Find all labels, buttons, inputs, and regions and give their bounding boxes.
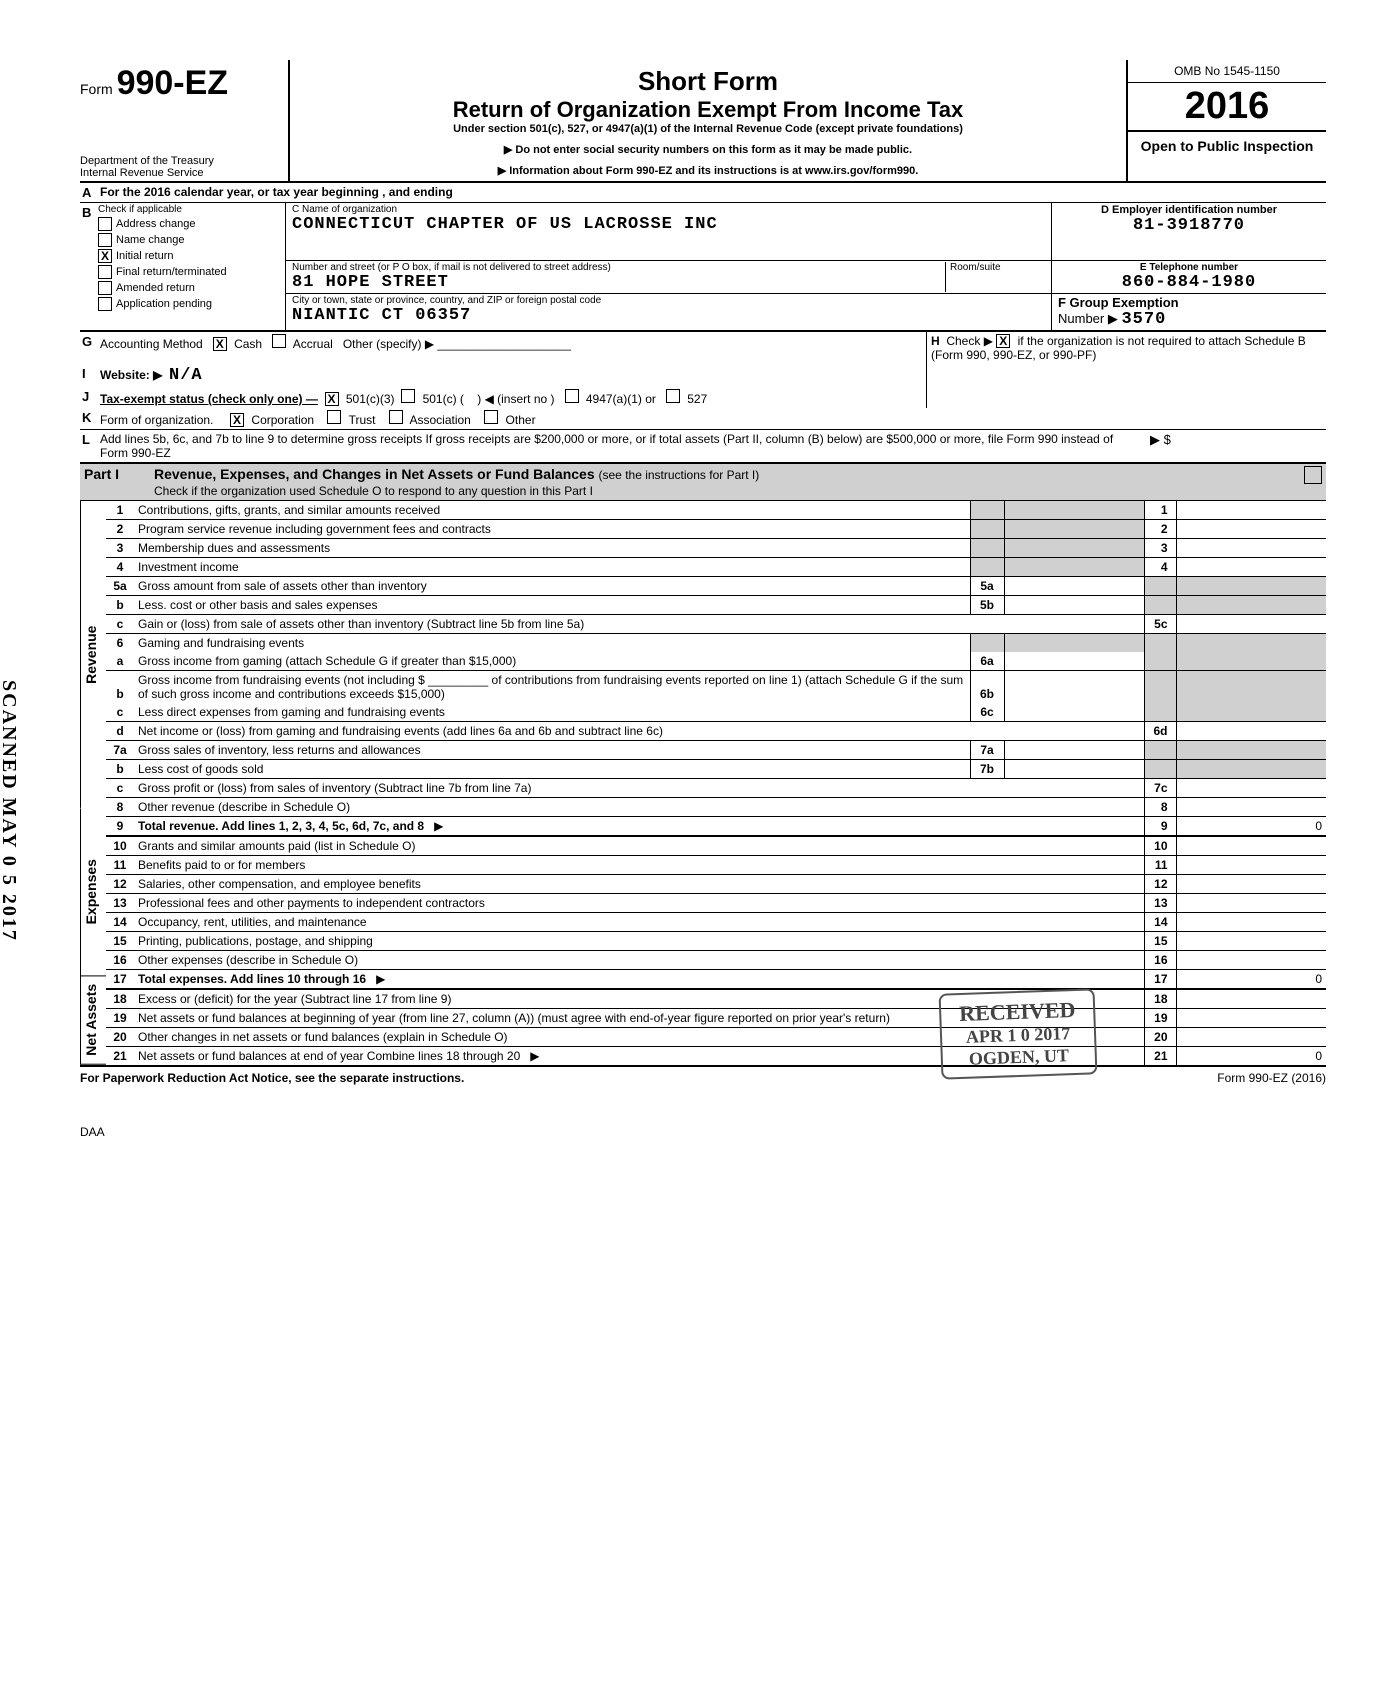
line-j: J Tax-exempt status (check only one) — X… xyxy=(80,387,1326,408)
side-expenses: Expenses xyxy=(80,808,106,976)
dept-info: Department of the Treasury Internal Reve… xyxy=(80,155,282,179)
title-short-form: Short Form xyxy=(300,66,1116,97)
street-label: Number and street (or P O box, if mail i… xyxy=(292,262,945,273)
side-netassets: Net Assets xyxy=(80,976,106,1065)
e-label: E Telephone number xyxy=(1058,262,1320,273)
street: 81 HOPE STREET xyxy=(292,273,945,292)
open-inspection: Open to Public Inspection xyxy=(1128,132,1326,160)
cb-amended[interactable]: Amended return xyxy=(96,280,285,296)
check-if-applicable: Check if applicable xyxy=(96,203,285,216)
scanned-stamp: SCANNED MAY 0 5 2017 xyxy=(0,680,20,942)
side-revenue: Revenue xyxy=(80,501,106,808)
cb-name-change[interactable]: Name change xyxy=(96,232,285,248)
phone: 860-884-1980 xyxy=(1058,273,1320,292)
line-g: G Accounting Method X Cash Accrual Other… xyxy=(80,332,1326,364)
city: NIANTIC CT 06357 xyxy=(292,306,1045,325)
footer: For Paperwork Reduction Act Notice, see … xyxy=(80,1067,1326,1085)
subtitle: Under section 501(c), 527, or 4947(a)(1)… xyxy=(300,123,1116,135)
org-name: CONNECTICUT CHAPTER OF US LACROSSE INC xyxy=(292,215,1045,234)
cb-initial-return[interactable]: XInitial return xyxy=(96,248,285,264)
tax-year: 2016 xyxy=(1128,83,1326,132)
part1-checkbox[interactable] xyxy=(1304,466,1322,484)
cb-pending[interactable]: Application pending xyxy=(96,296,285,312)
line-l: L Add lines 5b, 6c, and 7b to line 9 to … xyxy=(80,430,1326,462)
form-990ez: Form 990-EZ Department of the Treasury I… xyxy=(80,60,1326,1139)
daa-mark: DAA xyxy=(80,1125,1326,1139)
d-label: D Employer identification number xyxy=(1058,204,1320,216)
line-k: K Form of organization. X Corporation Tr… xyxy=(80,408,1326,430)
part1-header: Part I Revenue, Expenses, and Changes in… xyxy=(80,462,1326,501)
line-a: A For the 2016 calendar year, or tax yea… xyxy=(80,183,1326,203)
line-i: I Website: ▶ N/A xyxy=(80,364,1326,387)
note-ssn: ▶ Do not enter social security numbers o… xyxy=(300,143,1116,156)
received-stamp: RECEIVED APR 1 0 2017 OGDEN, UT xyxy=(938,988,1097,1079)
group-num: 3570 xyxy=(1121,310,1166,329)
cb-final-return[interactable]: Final return/terminated xyxy=(96,264,285,280)
ein: 81-3918770 xyxy=(1058,216,1320,235)
note-info: ▶ Information about Form 990-EZ and its … xyxy=(300,164,1116,177)
f-label: F Group Exemption xyxy=(1058,295,1179,310)
form-header: Form 990-EZ Department of the Treasury I… xyxy=(80,60,1326,183)
room-label: Room/suite xyxy=(950,262,1045,273)
c-label: C Name of organization xyxy=(292,204,1045,215)
city-label: City or town, state or province, country… xyxy=(292,295,1045,306)
cb-address-change[interactable]: Address change xyxy=(96,216,285,232)
section-b-block: B Check if applicable Address change Nam… xyxy=(80,203,1326,332)
title-return: Return of Organization Exempt From Incom… xyxy=(300,97,1116,123)
form-number: Form 990-EZ xyxy=(80,64,282,103)
omb-number: OMB No 1545-1150 xyxy=(1128,60,1326,83)
part1-table: 1Contributions, gifts, grants, and simil… xyxy=(106,501,1326,1065)
